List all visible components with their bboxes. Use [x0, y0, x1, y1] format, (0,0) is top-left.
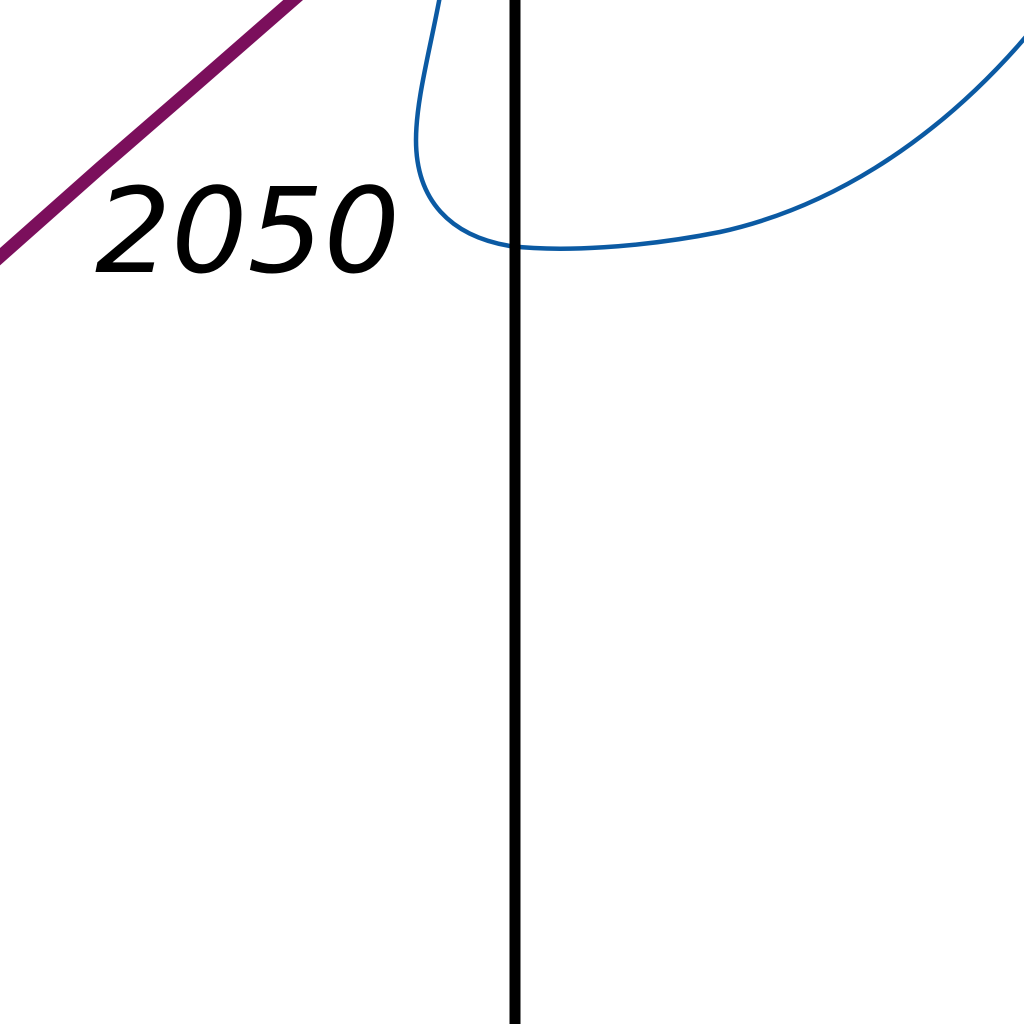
- contour-label: 2050: [95, 162, 400, 300]
- purple-line: [0, 0, 304, 266]
- blue-contour-curve: [413, 0, 1024, 251]
